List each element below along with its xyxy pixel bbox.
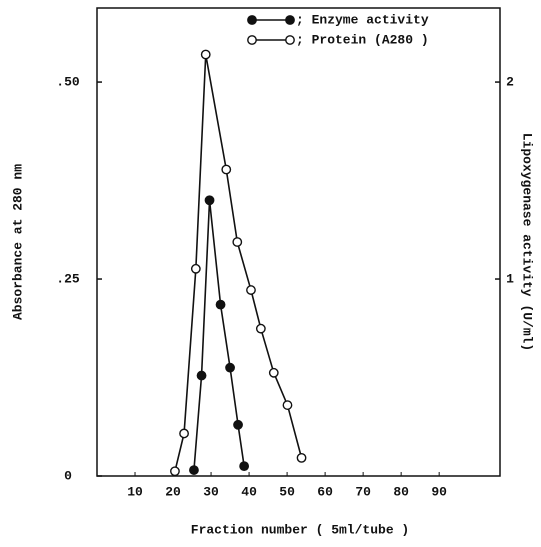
y-tick-label: .25 bbox=[56, 271, 80, 286]
y2-tick-label: 2 bbox=[506, 74, 514, 89]
data-point bbox=[232, 237, 243, 247]
legend-marker bbox=[247, 35, 257, 45]
data-point bbox=[233, 419, 243, 430]
series-line bbox=[174, 54, 303, 472]
x-tick-label: 40 bbox=[241, 484, 257, 499]
x-tick-label: 20 bbox=[165, 484, 181, 499]
y2-axis-title: Lipoxygenase activity (U/ml) bbox=[520, 133, 535, 351]
data-point bbox=[189, 465, 199, 475]
legend-label: ; Enzyme activity bbox=[296, 12, 429, 27]
legend-marker bbox=[285, 35, 295, 45]
data-point bbox=[255, 323, 266, 334]
data-point bbox=[296, 452, 307, 463]
legend-marker bbox=[247, 15, 257, 25]
x-axis-title: Fraction number ( 5ml/tube ) bbox=[191, 522, 409, 537]
x-tick-label: 70 bbox=[355, 484, 371, 499]
data-point bbox=[170, 466, 180, 477]
data-point bbox=[215, 299, 226, 310]
legend-label: ; Protein (A280 ) bbox=[296, 32, 429, 47]
data-point bbox=[246, 285, 256, 295]
data-point bbox=[204, 195, 215, 206]
legend-marker bbox=[285, 15, 295, 25]
data-point bbox=[282, 400, 293, 410]
data-point bbox=[190, 263, 201, 274]
x-tick-label: 60 bbox=[317, 484, 333, 499]
plot-frame bbox=[96, 7, 501, 477]
x-tick-label: 50 bbox=[279, 484, 295, 499]
data-point bbox=[225, 362, 235, 373]
data-point bbox=[196, 370, 207, 381]
y-tick-label: 0 bbox=[64, 468, 72, 483]
data-point bbox=[221, 164, 232, 175]
data-point bbox=[268, 367, 279, 378]
x-tick-label: 80 bbox=[393, 484, 409, 499]
x-tick-label: 30 bbox=[203, 484, 219, 499]
data-point bbox=[239, 461, 250, 472]
data-point bbox=[200, 49, 211, 60]
y-tick-label: .50 bbox=[56, 74, 80, 89]
x-tick-label: 90 bbox=[431, 484, 447, 499]
data-point bbox=[179, 428, 189, 439]
y2-tick-label: 1 bbox=[506, 271, 514, 286]
x-tick-label: 10 bbox=[127, 484, 143, 499]
y-axis-title: Absorbance at 280 nm bbox=[10, 164, 25, 320]
